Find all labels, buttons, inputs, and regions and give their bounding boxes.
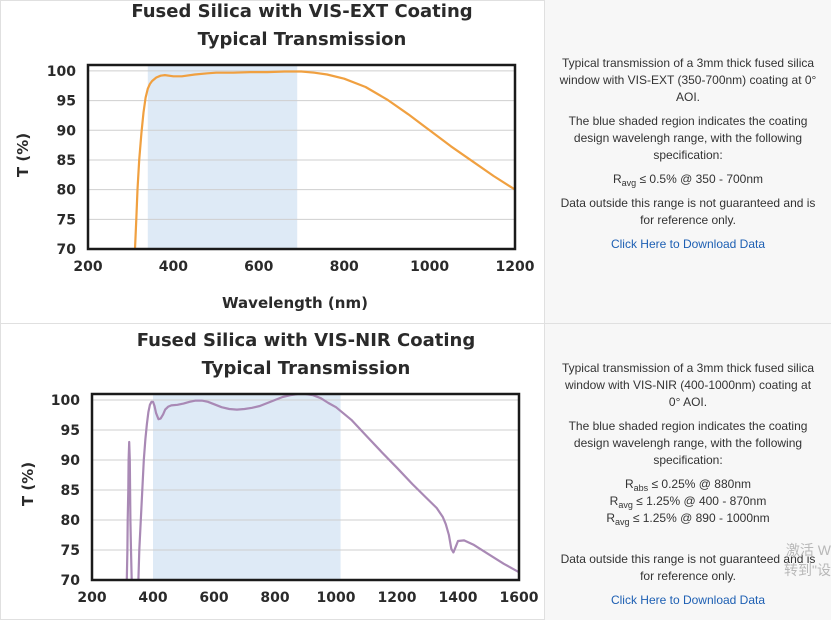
vis-ext-chart: Fused Silica with VIS-EXT Coating Typica… bbox=[0, 0, 544, 323]
x-tick-label: 1000 bbox=[317, 590, 356, 606]
plot-frame bbox=[90, 392, 521, 582]
description-text: Typical transmission of a 3mm thick fuse… bbox=[561, 361, 815, 409]
y-tick-label: 85 bbox=[57, 153, 76, 169]
x-tick-label: 200 bbox=[73, 259, 102, 275]
os-activation-watermark: 激活 W 转到"设 bbox=[777, 540, 831, 580]
plot-frame bbox=[86, 63, 517, 251]
spec-value: ≤ 1.25% @ 890 - 1000nm bbox=[629, 511, 770, 525]
x-tick-label: 1400 bbox=[439, 590, 478, 606]
spec-subscript: avg bbox=[618, 500, 633, 510]
column-divider bbox=[544, 0, 545, 620]
spec-value: ≤ 0.25% @ 880nm bbox=[648, 477, 752, 491]
x-tick-label: 1000 bbox=[410, 259, 449, 275]
spec-line: Rabs ≤ 0.25% @ 880nm bbox=[545, 476, 831, 493]
y-tick-label: 95 bbox=[61, 423, 80, 439]
spec-subscript: abs bbox=[633, 483, 649, 493]
y-tick-label: 100 bbox=[47, 64, 76, 80]
y-axis-label: T (%) bbox=[14, 133, 32, 177]
vis-nir-description: Typical transmission of a 3mm thick fuse… bbox=[545, 324, 831, 620]
x-tick-label: 400 bbox=[138, 590, 167, 606]
x-tick-label: 1200 bbox=[378, 590, 417, 606]
download-data-link[interactable]: Click Here to Download Data bbox=[610, 593, 766, 607]
description-text: The blue shaded region indicates the coa… bbox=[568, 114, 808, 162]
y-tick-label: 95 bbox=[57, 94, 76, 110]
spec-value: ≤ 0.5% @ 350 - 700nm bbox=[636, 172, 764, 186]
y-tick-label: 100 bbox=[51, 393, 80, 409]
watermark-line: 转到"设 bbox=[784, 562, 831, 578]
description-text: Typical transmission of a 3mm thick fuse… bbox=[559, 56, 817, 104]
spec-subscript: avg bbox=[621, 178, 637, 188]
y-tick-label: 75 bbox=[61, 543, 80, 559]
download-data-link[interactable]: Click Here to Download Data bbox=[610, 237, 766, 251]
spec-value: ≤ 1.25% @ 400 - 870nm bbox=[632, 494, 767, 508]
x-tick-label: 800 bbox=[260, 590, 289, 606]
spec-line: Ravg ≤ 1.25% @ 890 - 1000nm bbox=[545, 510, 831, 527]
vis-nir-chart: Fused Silica with VIS-NIR Coating Typica… bbox=[0, 324, 544, 620]
y-tick-label: 90 bbox=[61, 453, 81, 469]
spec-symbol: R bbox=[624, 477, 634, 491]
description-text: Data outside this range is not guarantee… bbox=[560, 196, 816, 227]
coating-design-region bbox=[147, 65, 298, 249]
coating-design-region bbox=[153, 394, 341, 580]
y-axis-label: T (%) bbox=[19, 462, 37, 506]
spec-line: Ravg ≤ 0.5% @ 350 - 700nm bbox=[545, 171, 831, 188]
y-tick-label: 70 bbox=[57, 242, 77, 258]
chart-title-line-1: Fused Silica with VIS-EXT Coating bbox=[131, 1, 472, 22]
transmission-series-line bbox=[133, 70, 515, 249]
spec-subscript: avg bbox=[614, 517, 630, 527]
spec-line: Ravg ≤ 1.25% @ 400 - 870nm bbox=[545, 493, 831, 510]
vis-nir-chart-svg: Fused Silica with VIS-NIR Coating Typica… bbox=[19, 330, 539, 606]
chart-title-line-2: Typical Transmission bbox=[198, 29, 407, 50]
spec-symbol: R bbox=[612, 172, 622, 186]
x-tick-label: 200 bbox=[77, 590, 106, 606]
x-tick-label: 600 bbox=[199, 590, 228, 606]
x-axis-label: Wavelength (nm) bbox=[222, 294, 368, 312]
x-tick-label: 1600 bbox=[500, 590, 539, 606]
vis-ext-chart-svg: Fused Silica with VIS-EXT Coating Typica… bbox=[14, 1, 535, 312]
x-tick-label: 400 bbox=[159, 259, 188, 275]
y-tick-label: 80 bbox=[57, 183, 77, 199]
vis-ext-description: Typical transmission of a 3mm thick fuse… bbox=[545, 0, 831, 323]
y-tick-label: 80 bbox=[61, 513, 81, 529]
watermark-line: 激活 W bbox=[785, 542, 831, 558]
chart-title-line-1: Fused Silica with VIS-NIR Coating bbox=[137, 330, 475, 351]
spec-symbol: R bbox=[606, 511, 615, 525]
y-tick-label: 85 bbox=[61, 483, 80, 499]
y-tick-label: 75 bbox=[57, 212, 76, 228]
description-text: Data outside this range is not guarantee… bbox=[560, 552, 816, 583]
transmission-series-line bbox=[125, 394, 519, 580]
y-tick-label: 90 bbox=[57, 123, 77, 139]
x-tick-label: 1200 bbox=[496, 259, 535, 275]
spec-symbol: R bbox=[609, 494, 619, 508]
row-divider bbox=[0, 323, 831, 324]
y-tick-label: 70 bbox=[61, 573, 81, 589]
description-text: The blue shaded region indicates the coa… bbox=[568, 419, 808, 467]
x-tick-label: 800 bbox=[330, 259, 359, 275]
chart-title-line-2: Typical Transmission bbox=[202, 358, 411, 379]
x-tick-label: 600 bbox=[244, 259, 273, 275]
